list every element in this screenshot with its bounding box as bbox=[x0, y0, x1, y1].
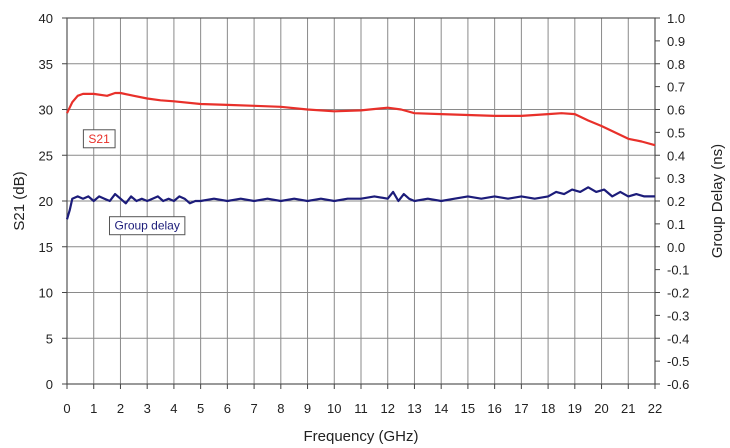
y-right-tick-label: 0.0 bbox=[667, 240, 685, 255]
x-tick-label: 3 bbox=[144, 401, 151, 416]
series-layer: S21 Group delay bbox=[65, 91, 656, 236]
x-tick-label: 8 bbox=[277, 401, 284, 416]
y-right-tick-label: 0.4 bbox=[667, 148, 685, 163]
y-right-tick-label: -0.3 bbox=[667, 308, 689, 323]
y-left-tick-label: 20 bbox=[39, 194, 53, 209]
x-tick-label: 22 bbox=[648, 401, 662, 416]
grid bbox=[66, 17, 656, 385]
series-label-box bbox=[82, 129, 116, 149]
series-line-group-delay bbox=[65, 186, 655, 220]
y-left-tick-label: 10 bbox=[39, 286, 53, 301]
y-right-axis-ticks: -0.6 -0.5 -0.4 -0.3 -0.2 -0.1 0.0 0.1 0.2 0.3 0.4 0… bbox=[655, 11, 689, 392]
y-right-tick-label: 0.6 bbox=[667, 103, 685, 118]
x-tick-label: 16 bbox=[487, 401, 501, 416]
x-axis-ticks: 0 1 2 3 4 5 6 7 8 9 10 11 12 13 14 15 16 17 18 19 20 21 22 bbox=[63, 384, 662, 416]
y-right-tick-label: 0.1 bbox=[667, 217, 685, 232]
x-tick-label: 20 bbox=[594, 401, 608, 416]
x-tick-label: 4 bbox=[170, 401, 177, 416]
series-line-s21 bbox=[66, 91, 656, 147]
x-tick-label: 9 bbox=[304, 401, 311, 416]
series-label-s21: S21 bbox=[82, 129, 116, 149]
y-right-tick-label: -0.1 bbox=[667, 263, 689, 278]
x-tick-label: 0 bbox=[63, 401, 70, 416]
x-tick-label: 13 bbox=[407, 401, 421, 416]
y-right-tick-label: -0.4 bbox=[667, 331, 689, 346]
x-tick-label: 12 bbox=[380, 401, 394, 416]
series-label-text: Group delay bbox=[114, 219, 179, 233]
y-right-tick-label: 1.0 bbox=[667, 11, 685, 26]
x-tick-label: 18 bbox=[541, 401, 555, 416]
y-right-tick-label: 0.7 bbox=[667, 80, 685, 95]
x-tick-label: 19 bbox=[568, 401, 582, 416]
y-left-axis-title: S21 (dB) bbox=[11, 171, 28, 230]
y-left-tick-label: 15 bbox=[39, 240, 53, 255]
y-left-tick-label: 0 bbox=[46, 377, 53, 392]
y-right-tick-label: -0.6 bbox=[667, 377, 689, 392]
y-right-tick-label: 0.9 bbox=[667, 34, 685, 49]
series-label-box bbox=[108, 216, 186, 236]
x-tick-label: 10 bbox=[327, 401, 341, 416]
y-right-tick-label: 0.8 bbox=[667, 57, 685, 72]
y-left-tick-label: 25 bbox=[39, 148, 53, 163]
x-tick-label: 17 bbox=[514, 401, 528, 416]
y-left-tick-label: 30 bbox=[39, 103, 53, 118]
y-right-tick-label: -0.5 bbox=[667, 354, 689, 369]
x-tick-label: 6 bbox=[224, 401, 231, 416]
x-tick-label: 2 bbox=[117, 401, 124, 416]
x-tick-label: 1 bbox=[90, 401, 97, 416]
x-tick-label: 7 bbox=[250, 401, 257, 416]
y-left-tick-label: 35 bbox=[39, 57, 53, 72]
y-left-tick-label: 40 bbox=[39, 11, 53, 26]
y-right-tick-label: -0.2 bbox=[667, 286, 689, 301]
y-right-axis-title: Group Delay (ns) bbox=[709, 144, 726, 258]
y-right-tick-label: 0.5 bbox=[667, 125, 685, 140]
x-tick-label: 11 bbox=[354, 401, 368, 416]
x-axis-title: Frequency (GHz) bbox=[303, 428, 418, 445]
y-left-axis-ticks: 0 5 10 15 20 25 30 35 40 bbox=[39, 11, 67, 392]
y-right-tick-label: 0.2 bbox=[667, 194, 685, 209]
y-left-tick-label: 5 bbox=[46, 331, 53, 346]
x-tick-label: 15 bbox=[461, 401, 475, 416]
series-label-text: S21 bbox=[88, 132, 110, 146]
x-tick-label: 5 bbox=[197, 401, 204, 416]
y-right-tick-label: 0.3 bbox=[667, 171, 685, 186]
x-tick-label: 21 bbox=[621, 401, 635, 416]
series-label-group-delay: Group delay bbox=[108, 216, 186, 236]
x-tick-label: 14 bbox=[434, 401, 448, 416]
